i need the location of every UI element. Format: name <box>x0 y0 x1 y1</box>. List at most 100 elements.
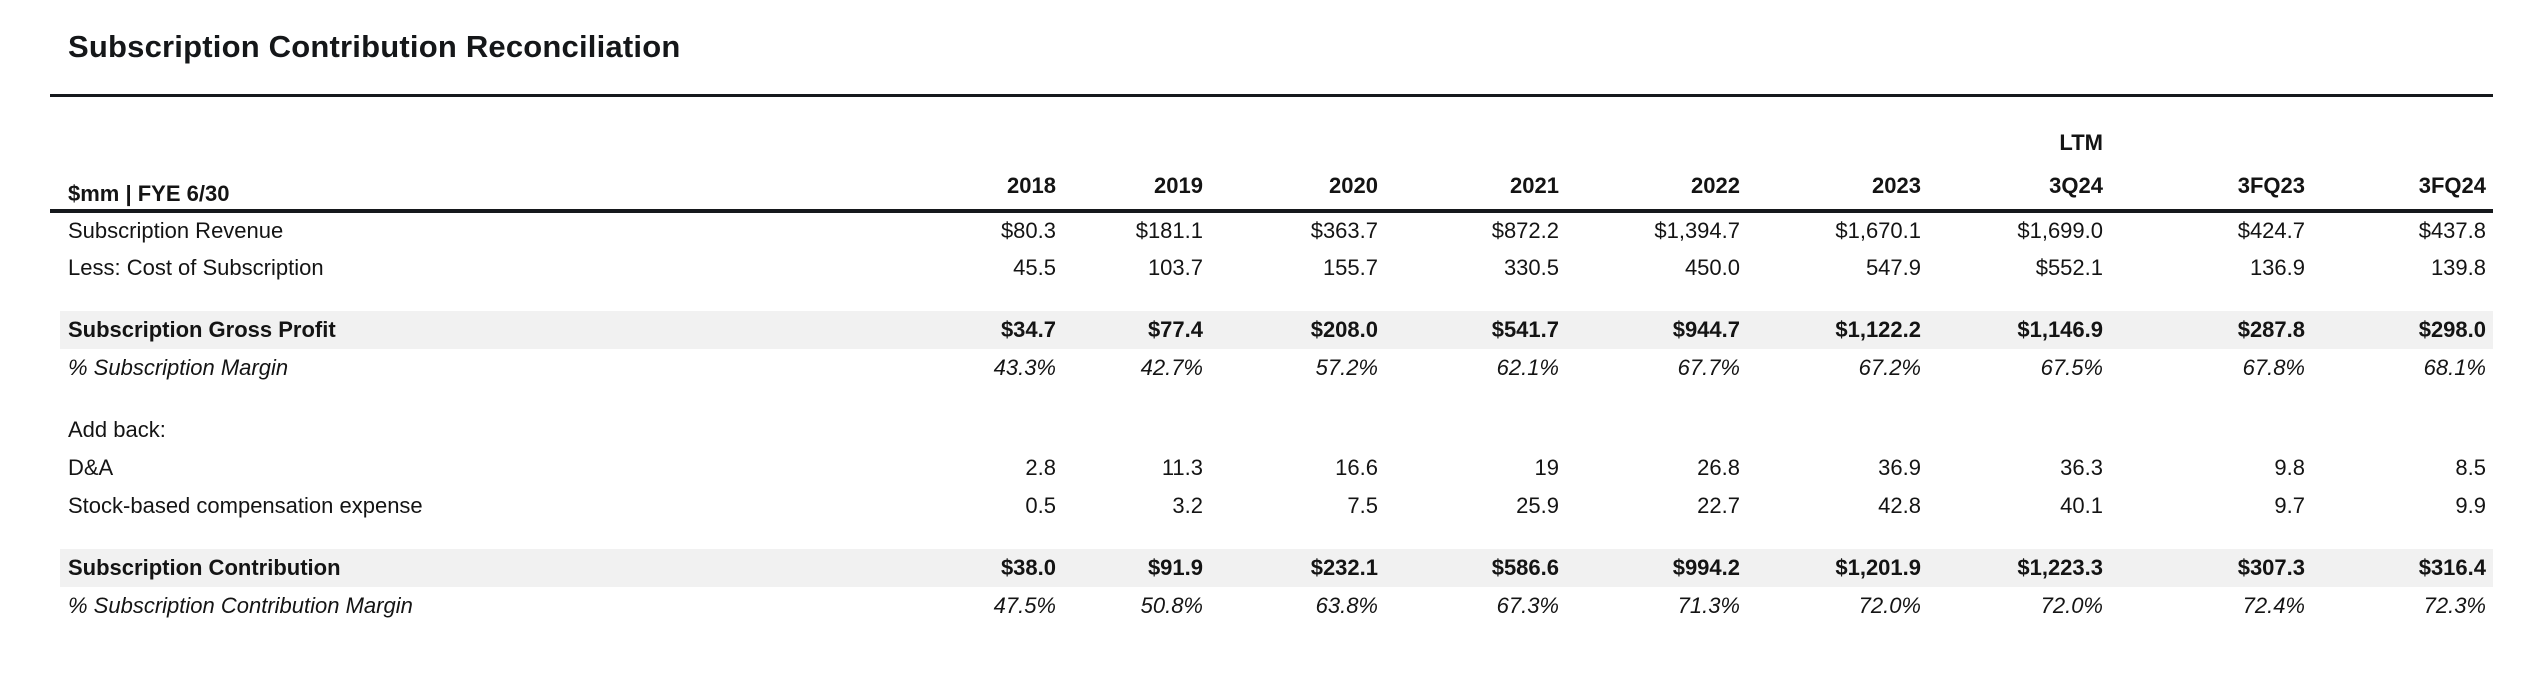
table-cell: 9.8 <box>2274 455 2305 480</box>
table-cell: 43.3% <box>993 355 1056 380</box>
table-row: Subscription Revenue $80.3 $181.1 $363.7 $87… <box>50 211 2493 249</box>
table-cell: $307.3 <box>2110 549 2312 587</box>
spacer-cell <box>50 287 2493 311</box>
table-cell: 2.8 <box>1025 455 1056 480</box>
table-cell: $232.1 <box>1210 549 1385 587</box>
table-cell <box>1928 411 2110 449</box>
spacer-row <box>50 525 2493 549</box>
table-cell: 8.5 <box>2455 455 2486 480</box>
content-area: Subscription Contribution Reconciliation… <box>50 0 2493 625</box>
row-label: Less: Cost of Subscription <box>68 255 324 280</box>
table-cell: $287.8 <box>2110 311 2312 349</box>
table-cell: 67.5% <box>2040 355 2103 380</box>
ltm-super-header: LTM <box>2059 130 2103 155</box>
table-cell: $181.1 <box>1135 218 1203 243</box>
row-label: % Subscription Contribution Margin <box>68 593 413 618</box>
table-cell <box>1063 411 1210 449</box>
table-cell: $1,146.9 <box>1928 311 2110 349</box>
table-cell <box>2110 411 2312 449</box>
column-header-label: 2019 <box>1154 173 1203 198</box>
table-cell: 26.8 <box>1697 455 1740 480</box>
column-header-label: 2018 <box>1007 173 1056 198</box>
column-header-label: 3Q24 <box>2049 173 2103 198</box>
table-cell: 0.5 <box>1025 493 1056 518</box>
column-header-label: 2022 <box>1691 173 1740 198</box>
table-cell: $1,223.3 <box>1928 549 2110 587</box>
table-cell: 136.9 <box>2249 255 2305 280</box>
table-cell: 11.3 <box>1161 455 1203 480</box>
column-header-label: 3FQ24 <box>2418 173 2486 198</box>
table-cell: $91.9 <box>1063 549 1210 587</box>
table-cell: 330.5 <box>1503 255 1559 280</box>
row-label: Subscription Contribution <box>50 549 913 587</box>
table-cell: $437.8 <box>2418 218 2486 243</box>
column-header-label: 2023 <box>1872 173 1921 198</box>
table-cell: 25.9 <box>1516 493 1559 518</box>
row-label: Subscription Gross Profit <box>50 311 913 349</box>
table-cell: 19 <box>1534 455 1559 480</box>
row-label: % Subscription Margin <box>68 355 289 380</box>
row-label: D&A <box>68 455 114 480</box>
table-row: % Subscription Contribution Margin 47.5% 5… <box>50 587 2493 625</box>
table-cell <box>1210 411 1385 449</box>
table-cell: $1,394.7 <box>1654 218 1740 243</box>
table-cell: 22.7 <box>1697 493 1740 518</box>
table-cell: $872.2 <box>1491 218 1559 243</box>
table-cell: 450.0 <box>1684 255 1740 280</box>
table-cell: $77.4 <box>1063 311 1210 349</box>
table-row: Less: Cost of Subscription 45.5 103.7 155.7… <box>50 249 2493 287</box>
table-cell: 16.6 <box>1335 455 1378 480</box>
table-cell: $298.0 <box>2312 311 2493 349</box>
table-cell: 103.7 <box>1147 255 1203 280</box>
row-label: Stock-based compensation expense <box>68 493 423 518</box>
table-cell: 42.8 <box>1878 493 1921 518</box>
table-cell: 67.8% <box>2242 355 2305 380</box>
column-header-2020: 2020 <box>1210 97 1385 213</box>
table-row: D&A 2.8 11.3 16.6 19 26.8 36.9 36.3 9.8 8.5 <box>50 449 2493 487</box>
column-header-3fq23: 3FQ23 <box>2110 97 2312 213</box>
table-cell: 9.7 <box>2274 493 2305 518</box>
financial-table: $mm | FYE 6/30 2018 2019 2020 2021 2022 2023 L… <box>50 97 2493 625</box>
table-cell: 9.9 <box>2455 493 2486 518</box>
table-cell: 67.2% <box>1858 355 1921 380</box>
table-cell: $994.2 <box>1566 549 1747 587</box>
table-cell: 72.4% <box>2242 593 2305 618</box>
table-cell: $316.4 <box>2312 549 2493 587</box>
table-cell: $586.6 <box>1385 549 1566 587</box>
spacer-row <box>50 287 2493 311</box>
table-cell: 63.8% <box>1315 593 1378 618</box>
column-header-2019: 2019 <box>1063 97 1210 213</box>
table-cell: 67.3% <box>1496 593 1559 618</box>
row-label: Add back: <box>68 417 166 442</box>
table-cell: $1,699.0 <box>2017 218 2103 243</box>
table-cell: 547.9 <box>1865 255 1921 280</box>
column-header-3q24: LTM 3Q24 <box>1928 97 2110 213</box>
table-cell: 72.3% <box>2423 593 2486 618</box>
column-header-label: 3FQ23 <box>2237 173 2305 198</box>
table-cell <box>1747 411 1928 449</box>
column-header-label: 2021 <box>1510 173 1559 198</box>
row-label: Subscription Revenue <box>68 218 284 243</box>
unit-label: $mm | FYE 6/30 <box>50 97 913 213</box>
table-cell: $424.7 <box>2237 218 2305 243</box>
table-cell: $38.0 <box>913 549 1063 587</box>
table-cell <box>1566 411 1747 449</box>
table-cell: 67.7% <box>1677 355 1740 380</box>
table-cell: 68.1% <box>2423 355 2486 380</box>
table-cell <box>1385 411 1566 449</box>
table-cell: 7.5 <box>1347 493 1378 518</box>
spacer-cell <box>50 387 2493 411</box>
table-row: % Subscription Margin 43.3% 42.7% 57.2% 62.1… <box>50 349 2493 387</box>
table-cell: 50.8% <box>1140 593 1203 618</box>
table-cell: $541.7 <box>1385 311 1566 349</box>
table-cell: 72.0% <box>1858 593 1921 618</box>
table-row: Subscription Contribution $38.0 $91.9 $232.… <box>50 549 2493 587</box>
column-header-2021: 2021 <box>1385 97 1566 213</box>
table-cell: 57.2% <box>1315 355 1378 380</box>
table-cell: 71.3% <box>1677 593 1740 618</box>
table-cell <box>913 411 1063 449</box>
header-row: $mm | FYE 6/30 2018 2019 2020 2021 2022 2023 L… <box>50 97 2493 213</box>
page-title: Subscription Contribution Reconciliation <box>68 29 681 64</box>
table-cell <box>2312 411 2493 449</box>
table-cell: $208.0 <box>1210 311 1385 349</box>
